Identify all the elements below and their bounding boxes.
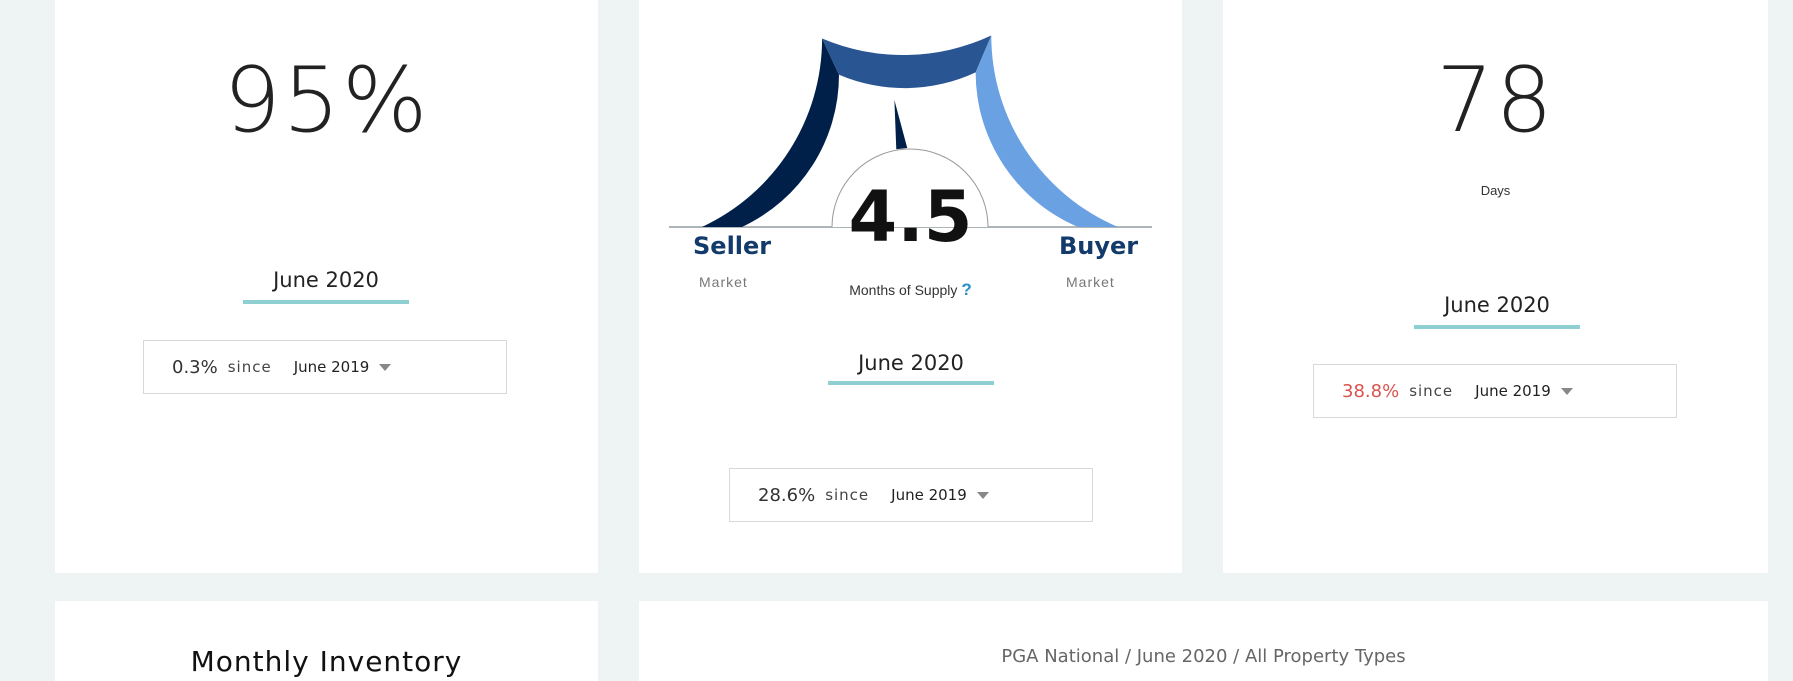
gauge-segment-seller <box>702 38 840 228</box>
list-to-sale-value: 95% <box>223 48 430 153</box>
change-comparison-dropdown[interactable]: 38.8% since June 2019 <box>1313 364 1677 418</box>
months-supply-value: 4.5 <box>848 176 973 258</box>
chevron-down-icon <box>976 491 989 499</box>
days-on-market-value: 78 <box>1436 48 1555 153</box>
since-label: since <box>1409 382 1454 400</box>
days-on-market-card: 78 Days June 2020 38.8% since June 2019 <box>1223 0 1768 573</box>
gauge-needle <box>894 99 908 150</box>
gauge-inner-arc <box>831 148 989 228</box>
period-underline <box>828 381 994 385</box>
change-percent: 38.8% <box>1342 380 1400 402</box>
period-label: June 2020 <box>1444 293 1550 317</box>
since-label: since <box>825 486 870 504</box>
change-percent: 28.6% <box>758 484 816 506</box>
reference-period: June 2019 <box>1475 382 1551 400</box>
buyer-label: Buyer <box>1059 232 1139 260</box>
period-label: June 2020 <box>273 268 379 292</box>
months-supply-card: 4.5 Seller Market Buyer Market Months of… <box>639 0 1182 573</box>
gauge-segment-balanced <box>822 35 992 89</box>
filter-summary-card: PGA National / June 2020 / All Property … <box>639 601 1768 681</box>
buyer-market-label: Market <box>1066 274 1115 290</box>
period-underline <box>243 300 409 304</box>
chevron-down-icon <box>1560 387 1573 395</box>
monthly-inventory-title: Monthly Inventory <box>190 645 463 678</box>
change-comparison-dropdown[interactable]: 28.6% since June 2019 <box>729 468 1093 522</box>
months-of-supply-text: Months of Supply <box>849 282 958 298</box>
change-percent: 0.3% <box>172 356 218 378</box>
seller-market-label: Market <box>699 274 748 290</box>
since-label: since <box>227 358 272 376</box>
change-comparison-dropdown[interactable]: 0.3% since June 2019 <box>143 340 507 394</box>
period-label: June 2020 <box>858 351 964 375</box>
period-underline <box>1414 325 1580 329</box>
reference-period: June 2019 <box>891 486 967 504</box>
supply-gauge <box>669 35 1152 228</box>
chevron-down-icon <box>379 363 392 371</box>
gauge-segment-buyer <box>975 35 1118 228</box>
help-icon[interactable]: ? <box>961 280 972 299</box>
reference-period: June 2019 <box>293 358 370 376</box>
seller-label: Seller <box>693 232 772 260</box>
months-of-supply-label: Months of Supply? <box>639 280 1182 300</box>
list-to-sale-card: 95% June 2020 0.3% since June 2019 <box>55 0 598 573</box>
breadcrumb: PGA National / June 2020 / All Property … <box>1001 646 1406 667</box>
monthly-inventory-card: Monthly Inventory <box>55 601 598 681</box>
days-unit-label: Days <box>1480 183 1511 198</box>
